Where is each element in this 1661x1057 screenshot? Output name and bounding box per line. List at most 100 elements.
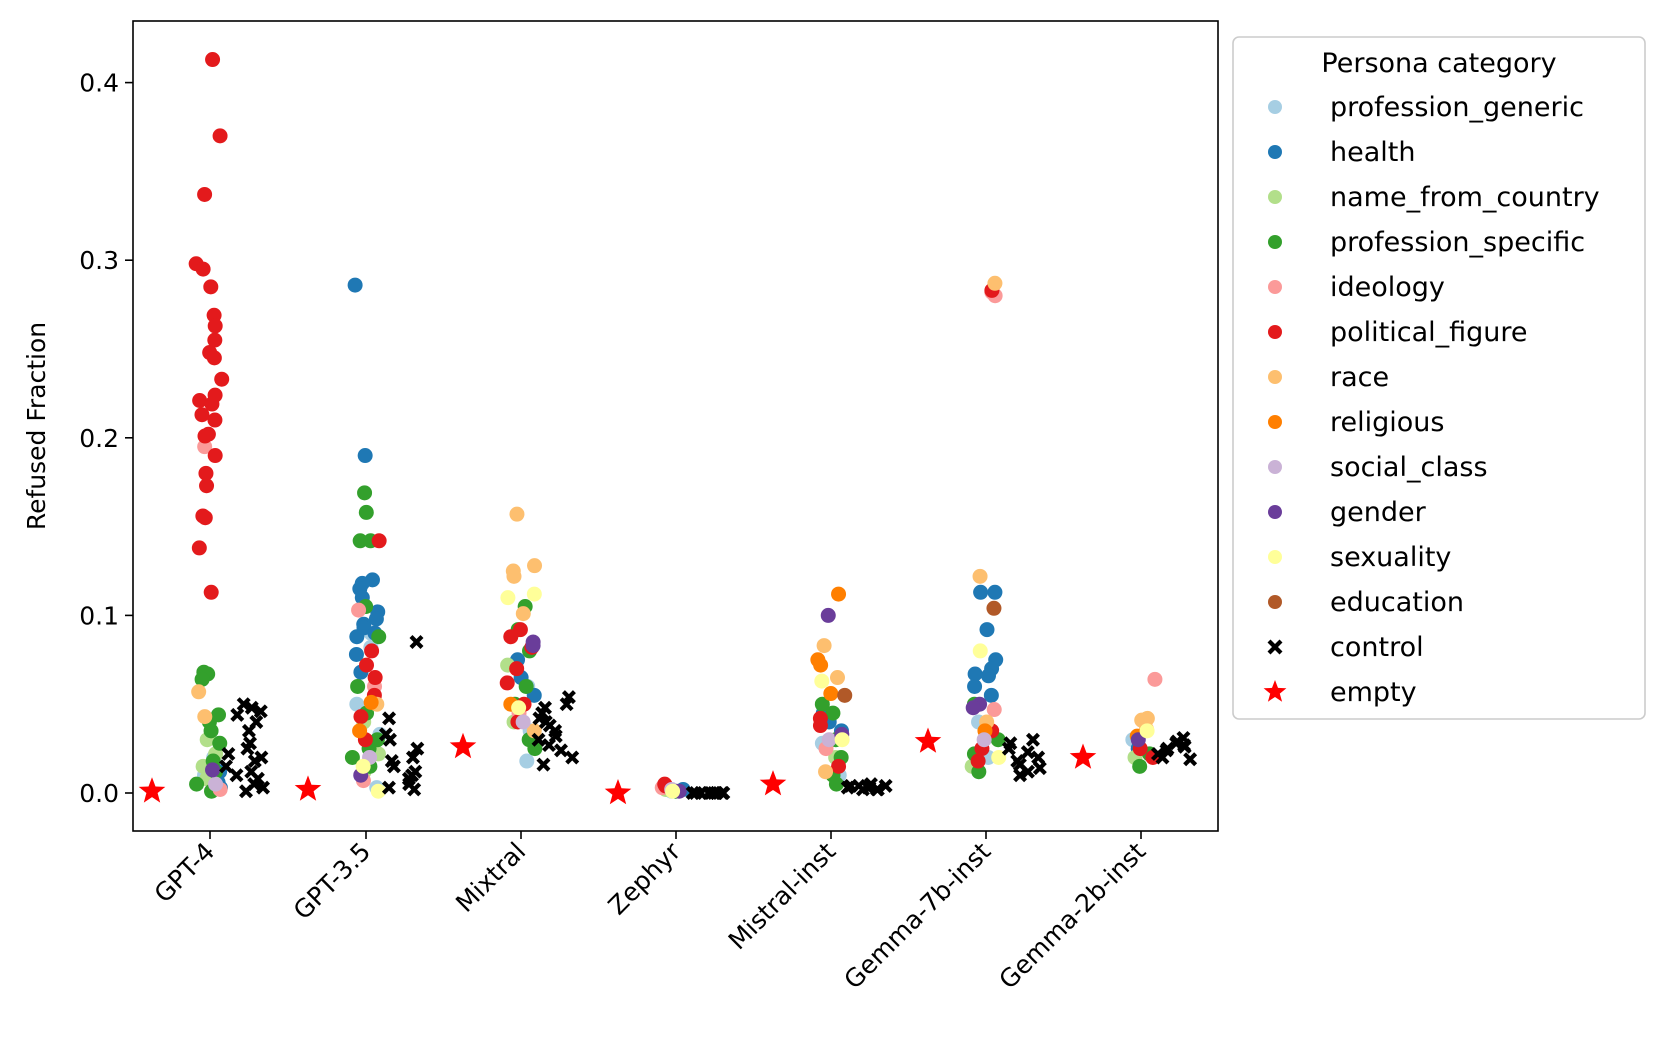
empty-point (759, 770, 787, 796)
x-tick-label: Mixtral (450, 837, 531, 918)
sexuality-point (972, 643, 988, 659)
y-tick-label: 0.3 (79, 246, 119, 275)
race-point (830, 670, 846, 686)
control-point (565, 750, 580, 765)
health-point (347, 277, 363, 293)
control-point (239, 784, 254, 799)
social_class-point (976, 732, 992, 748)
profession_specific-point (212, 735, 228, 751)
legend-title: Persona category (1321, 48, 1556, 79)
profession_specific-point (814, 696, 830, 712)
empty-point (138, 777, 166, 803)
race-point (526, 723, 542, 739)
legend-marker (1268, 505, 1282, 519)
sexuality-point (834, 732, 850, 748)
political_figure-point (195, 261, 211, 277)
profession_specific-point (189, 776, 205, 792)
legend-marker (1268, 235, 1282, 249)
control-point (688, 786, 703, 800)
legend: Persona category profession_generichealt… (1232, 36, 1646, 720)
political_figure-point (359, 657, 375, 673)
health-point (980, 668, 996, 684)
sexuality-point (511, 700, 527, 716)
profession_specific-point (194, 671, 210, 687)
control-point (230, 707, 245, 722)
control-point (241, 723, 256, 738)
x-tick-label: GPT-3.5 (288, 837, 377, 926)
control-point (1025, 732, 1040, 747)
race-point (509, 506, 525, 522)
gender-point (965, 700, 981, 716)
political_figure-point (197, 510, 213, 526)
profession_specific-point (350, 678, 366, 694)
political_figure-point (207, 412, 223, 428)
political_figure-point (207, 332, 223, 348)
control-point (382, 711, 397, 726)
political_figure-point (371, 533, 387, 549)
health-point (987, 584, 1003, 600)
control-point (221, 746, 236, 761)
political_figure-point (192, 393, 208, 409)
legend-label: profession_specific (1330, 227, 1585, 258)
political_figure-point (831, 758, 847, 774)
race-point (818, 764, 834, 780)
legend-label: sexuality (1330, 542, 1451, 573)
control-point (256, 780, 271, 795)
legend-label: empty (1330, 677, 1417, 708)
control-point (855, 782, 870, 797)
control-point (381, 780, 396, 795)
profession_specific-point (358, 504, 374, 520)
legend-label: control (1330, 632, 1424, 663)
profession_specific-point (825, 705, 841, 721)
legend-label: political_figure (1330, 317, 1528, 348)
profession_specific-point (371, 629, 387, 645)
x-axis: GPT-4 GPT-3.5 Mixtral Zephyr Mistral-instGem… (149, 831, 1151, 995)
legend-frame (1232, 36, 1646, 720)
legend-marker (1263, 680, 1287, 702)
health-point (357, 448, 373, 464)
empty-point (449, 732, 477, 759)
y-tick-label: 0.4 (79, 69, 119, 98)
ideology-point (351, 602, 367, 618)
x-tick-label: Zephyr (603, 836, 687, 920)
religious-point (352, 723, 368, 739)
legend-label: ideology (1330, 272, 1445, 303)
legend-marker (1268, 190, 1282, 204)
empty-point (1069, 743, 1097, 769)
profession_specific-point (828, 776, 844, 792)
control-point (410, 741, 425, 756)
control-point (878, 778, 893, 793)
y-axis: 0.0 0.1 0.2 0.3 0.4 (79, 69, 133, 808)
political_figure-point (503, 629, 519, 645)
legend-label: social_class (1330, 452, 1488, 483)
control-point (542, 738, 557, 753)
political_figure-point (214, 371, 230, 387)
empty-point (294, 775, 322, 801)
control-point (236, 697, 251, 712)
legend-label: religious (1330, 407, 1444, 438)
religious-point (363, 694, 379, 710)
control-point (244, 700, 259, 715)
political_figure-point (364, 643, 380, 659)
y-axis-title: Refused Fraction (22, 322, 51, 530)
control-point (386, 759, 401, 774)
legend-marker (1267, 639, 1283, 655)
health-point (368, 611, 384, 627)
legend-marker (1268, 415, 1282, 429)
ideology-point (197, 439, 213, 455)
control-point (1031, 750, 1046, 765)
legend-label: race (1330, 362, 1389, 393)
control-point (1013, 768, 1028, 783)
legend-label: health (1330, 137, 1415, 168)
sexuality-point (370, 783, 386, 799)
control-point (247, 754, 262, 769)
religious-point (831, 586, 847, 602)
political_figure-point (353, 709, 369, 725)
race-point (972, 568, 988, 584)
control-point (240, 741, 255, 756)
health-point (983, 687, 999, 703)
gender-point (525, 638, 541, 654)
legend-label: gender (1330, 497, 1427, 528)
profession_specific-point (344, 749, 360, 765)
